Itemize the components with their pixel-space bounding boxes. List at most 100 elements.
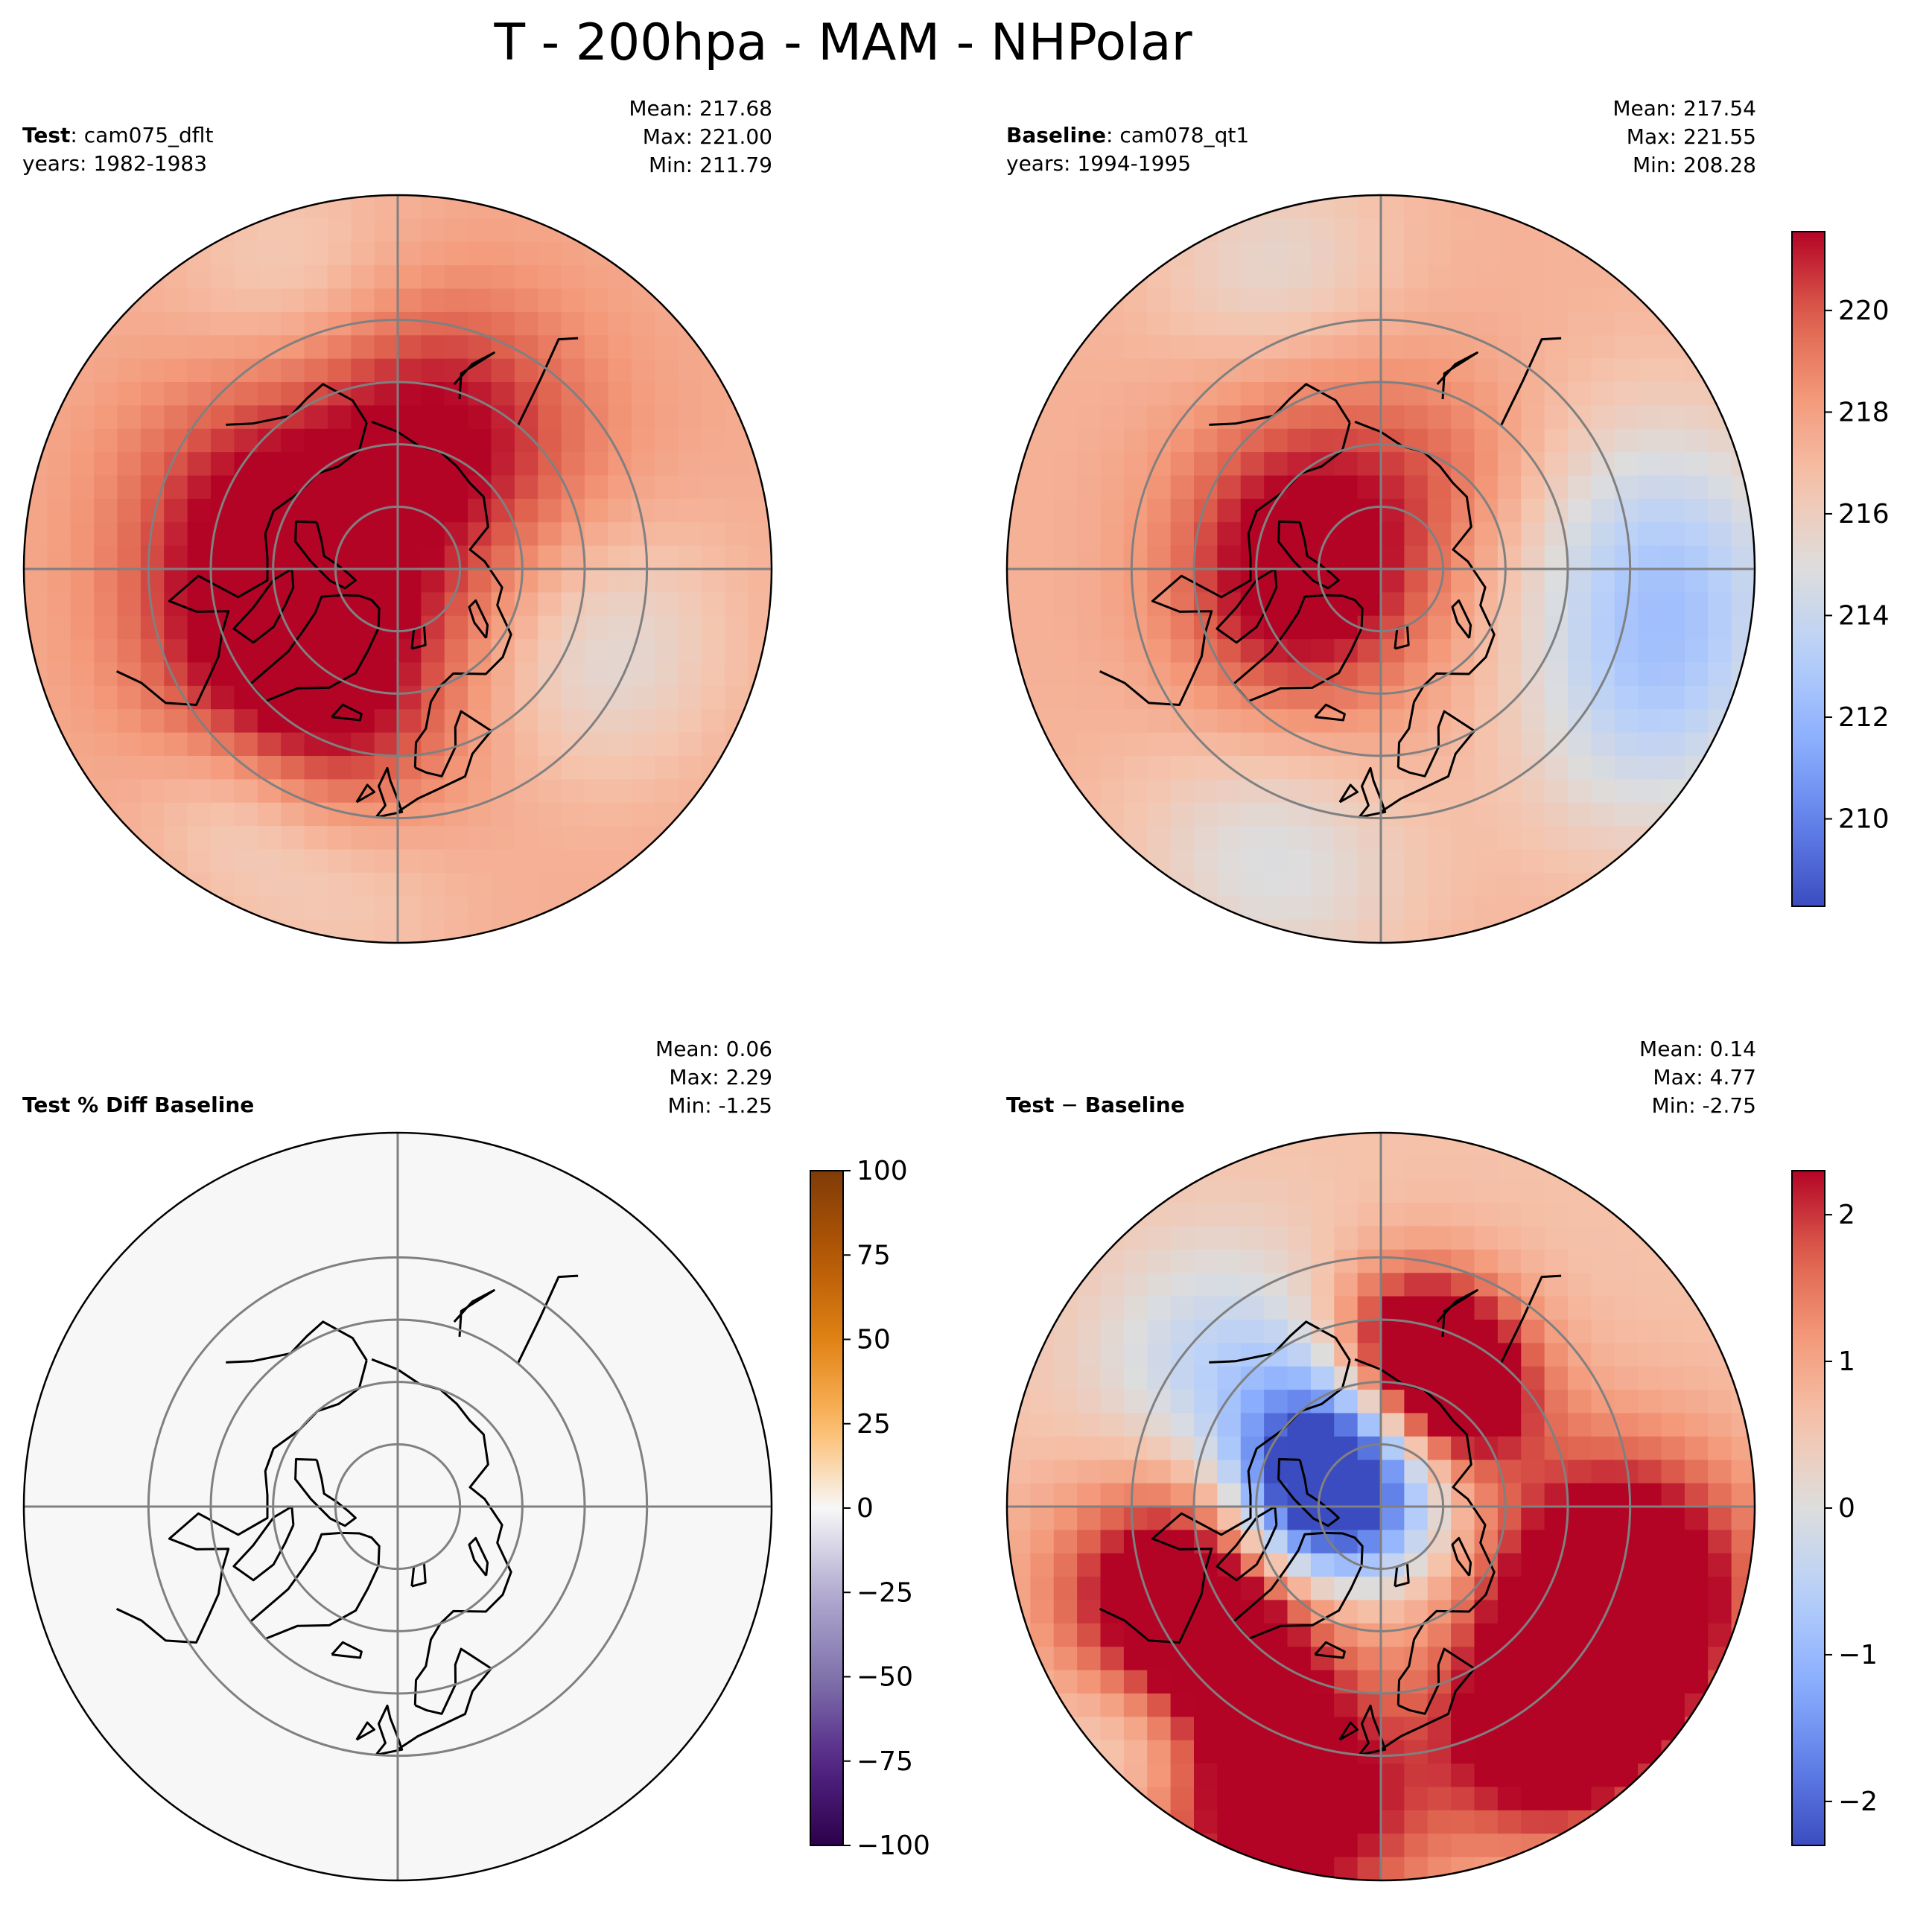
heatmap-cell: [234, 1764, 258, 1788]
heatmap-cell: [1661, 1647, 1685, 1671]
heatmap-cell: [117, 311, 142, 336]
heatmap-cell: [1194, 288, 1218, 313]
heatmap-cell: [514, 265, 538, 290]
heatmap-cell: [1568, 826, 1592, 850]
heatmap-cell: [304, 826, 328, 850]
heatmap-cell: [444, 475, 468, 500]
heatmap-cell: [585, 639, 608, 664]
heatmap-cell: [725, 1460, 749, 1484]
heatmap-cell: [374, 639, 398, 664]
heatmap-cell: [1661, 639, 1685, 664]
heatmap-cell: [327, 615, 352, 640]
heatmap-cell: [24, 1507, 48, 1530]
heatmap-cell: [304, 639, 328, 664]
heatmap-cell: [398, 732, 422, 757]
heatmap-cell: [281, 1670, 305, 1694]
heatmap-cell: [140, 1226, 165, 1250]
heatmap-cell: [1497, 1834, 1522, 1858]
heatmap-cell: [725, 498, 749, 523]
heatmap-cell: [211, 849, 235, 874]
heatmap-cell: [1240, 802, 1265, 827]
heatmap-cell: [94, 662, 118, 687]
heatmap-cell: [561, 358, 585, 383]
heatmap-cell: [1334, 1413, 1359, 1437]
heatmap-cell: [327, 1764, 352, 1788]
heatmap-cell: [374, 1577, 398, 1601]
diff-label-rest: Baseline: [1084, 1093, 1185, 1117]
heatmap-cell: [468, 428, 492, 453]
heatmap-cell: [234, 1740, 258, 1764]
coastline: [371, 420, 512, 768]
heatmap-cell: [1334, 1647, 1359, 1671]
heatmap-cell: [1451, 849, 1475, 874]
heatmap-cell: [1591, 1693, 1615, 1717]
heatmap-cell: [678, 1600, 702, 1624]
heatmap-cell: [655, 849, 679, 874]
heatmap-cell: [1521, 1553, 1545, 1577]
heatmap-cell: [1497, 569, 1522, 593]
heatmap-cell: [1497, 709, 1522, 734]
heatmap-cell: [117, 1483, 142, 1507]
heatmap-cell: [1170, 779, 1195, 804]
heatmap-cell: [608, 639, 632, 664]
panel-test-label: Test: cam075_dflt years: 1982-1983: [22, 121, 213, 178]
heatmap-cell: [491, 1249, 515, 1273]
heatmap-cell: [468, 1226, 492, 1250]
heatmap-cell: [1708, 662, 1732, 687]
heatmap-cell: [281, 732, 305, 757]
heatmap-cell: [187, 335, 212, 360]
heatmap-cell: [374, 1764, 398, 1788]
heatmap-cell: [117, 849, 142, 874]
heatmap-cell: [1053, 709, 1078, 734]
heatmap-cell: [1731, 1390, 1755, 1414]
heatmap-cell: [585, 1740, 608, 1764]
colorbar-tick-label: 220: [1838, 296, 1890, 326]
heatmap-cell: [1474, 1810, 1499, 1834]
heatmap-cell: [491, 1623, 515, 1647]
heatmap-cell: [1684, 639, 1709, 664]
heatmap-cell: [327, 1577, 352, 1601]
heatmap-cell: [1240, 1740, 1265, 1764]
heatmap-cell: [1474, 475, 1499, 500]
heatmap-cell: [1100, 639, 1125, 664]
heatmap-cell: [1661, 382, 1685, 406]
heatmap-cell: [117, 1577, 142, 1601]
heatmap-cell: [1240, 1203, 1265, 1227]
heatmap-cell: [421, 1507, 445, 1530]
heatmap-cell: [1077, 1343, 1102, 1367]
heatmap-cell: [1591, 311, 1615, 336]
heatmap-cell: [257, 1764, 282, 1788]
heatmap-cell: [1568, 522, 1592, 547]
heatmap-cell: [444, 1179, 468, 1203]
heatmap-cell: [351, 1553, 375, 1577]
heatmap-cell: [1147, 475, 1172, 500]
heatmap-cell: [257, 1390, 282, 1414]
heatmap-cell: [257, 452, 282, 477]
heatmap-cell: [327, 1343, 352, 1367]
heatmap-cell: [1404, 1156, 1429, 1180]
heatmap-cell: [1451, 1787, 1475, 1811]
heatmap-cell: [1310, 1834, 1335, 1858]
heatmap-cell: [70, 405, 95, 430]
heatmap-cell: [398, 1179, 422, 1203]
heatmap-cell: [1684, 1390, 1709, 1414]
heatmap-cell: [1544, 1693, 1569, 1717]
baseline-polar-map: [1005, 194, 1756, 944]
heatmap-cell: [1147, 709, 1172, 734]
heatmap-cell: [1053, 1413, 1078, 1437]
heatmap-cell: [1310, 1810, 1335, 1834]
heatmap-cell: [1194, 1647, 1218, 1671]
heatmap-cell: [701, 382, 725, 406]
heatmap-cell: [94, 1390, 118, 1414]
heatmap-cell: [47, 452, 72, 477]
heatmap-cell: [374, 1530, 398, 1554]
heatmap-cell: [234, 919, 258, 943]
heatmap-cell: [1404, 475, 1429, 500]
heatmap-cell: [1638, 662, 1662, 687]
heatmap-grid: [24, 195, 772, 943]
heatmap-cell: [327, 1693, 352, 1717]
heatmap-cell: [304, 615, 328, 640]
heatmap-cell: [1404, 826, 1429, 850]
heatmap-cell: [678, 288, 702, 313]
heatmap-cell: [164, 756, 188, 780]
